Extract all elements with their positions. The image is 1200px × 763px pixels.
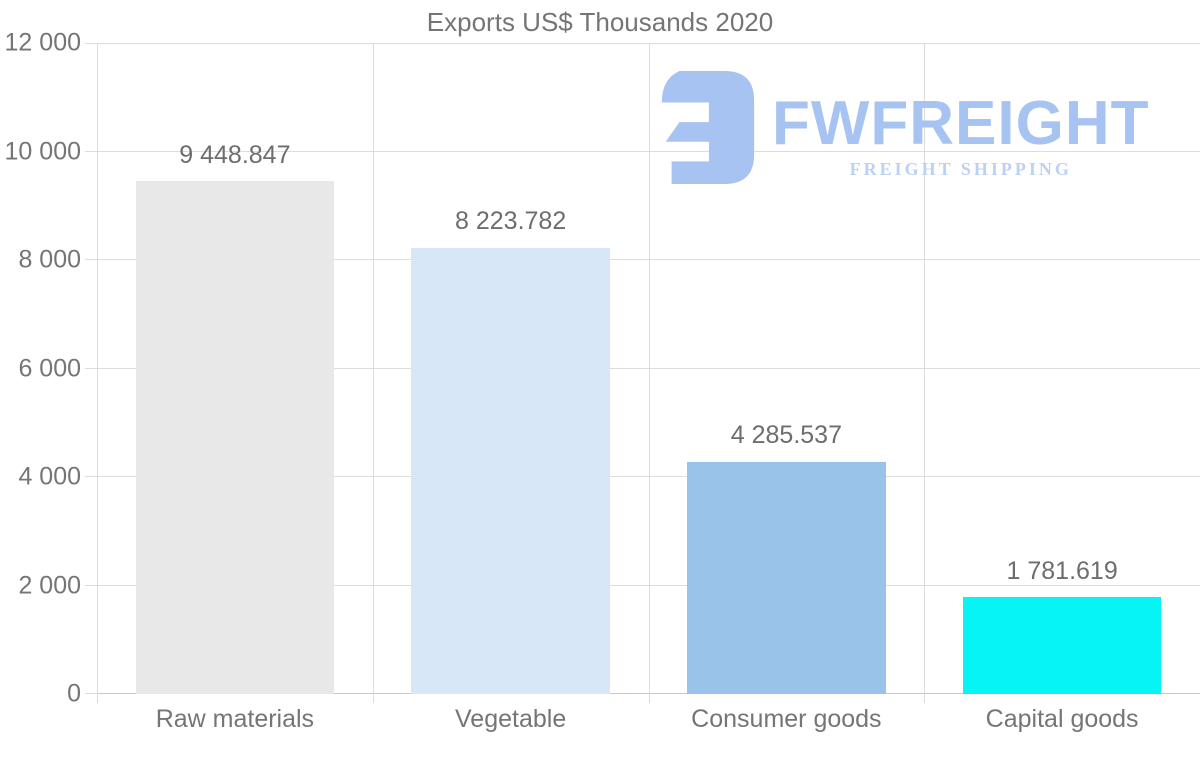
x-axis-tick [97, 694, 98, 703]
gridline-horizontal [97, 43, 1200, 44]
chart-title: Exports US$ Thousands 2020 [426, 7, 774, 37]
y-axis-labels: 0 2 000 4 000 6 000 8 000 10 000 12 000 [0, 29, 81, 708]
x-axis-tick [924, 694, 925, 703]
gridline-horizontal [97, 476, 1200, 477]
y-axis-label: 0 [67, 679, 81, 708]
gridline-vertical [924, 43, 925, 694]
x-axis-label: Consumer goods [691, 705, 882, 733]
gridline-vertical [373, 43, 374, 694]
x-axis-label: Raw materials [155, 705, 315, 733]
plot-area: 9 448.847 8 223.782 4 285.537 1 781.619 [85, 43, 1200, 703]
bar-value-label: 8 223.782 [455, 207, 567, 236]
bar [135, 181, 335, 694]
bar [687, 461, 886, 694]
gridline-vertical [97, 43, 98, 694]
x-axis-tick [649, 694, 650, 703]
fwfreight-logo-icon [661, 71, 755, 184]
watermark-brand-text: FWFREIGHT [772, 89, 1150, 158]
watermark-tagline: FREIGHT SHIPPING [849, 159, 1072, 179]
gridline-horizontal [97, 693, 1200, 694]
y-axis-label: 2 000 [18, 571, 81, 599]
y-axis-tick [85, 259, 97, 260]
gridline-horizontal [97, 259, 1200, 260]
y-axis-label: 8 000 [18, 245, 81, 274]
gridline-horizontal [97, 584, 1200, 586]
gridline-horizontal [97, 367, 1200, 369]
x-axis-labels: Raw materials Vegetable Consumer goods Capi… [97, 694, 1200, 744]
watermark-text-block: FWFREIGHT FREIGHT SHIPPING [772, 89, 1150, 180]
x-axis-label: Vegetable [455, 705, 567, 733]
x-axis-label: Capital goods [985, 705, 1139, 733]
y-axis-tick [85, 367, 97, 369]
y-axis-label: 10 000 [4, 137, 81, 165]
bar-value-label: 1 781.619 [1006, 556, 1118, 585]
bar-value-label: 9 448.847 [179, 140, 291, 169]
gridline-horizontal [97, 150, 1200, 152]
bar-value-label: 4 285.537 [730, 421, 842, 450]
y-axis-tick [85, 584, 97, 586]
y-axis-label: 4 000 [18, 462, 81, 491]
watermark-logo: FWFREIGHT FREIGHT SHIPPING [655, 71, 1150, 184]
x-axis-tick [373, 694, 374, 703]
gridline-vertical [649, 43, 650, 694]
bar [411, 247, 610, 694]
bar [962, 597, 1162, 694]
y-axis-tick [85, 476, 97, 477]
y-axis-label: 6 000 [18, 354, 81, 382]
y-axis-tick [85, 150, 97, 152]
y-axis-tick [85, 693, 97, 694]
y-axis-tick [85, 43, 97, 44]
y-axis-label: 12 000 [4, 28, 81, 57]
